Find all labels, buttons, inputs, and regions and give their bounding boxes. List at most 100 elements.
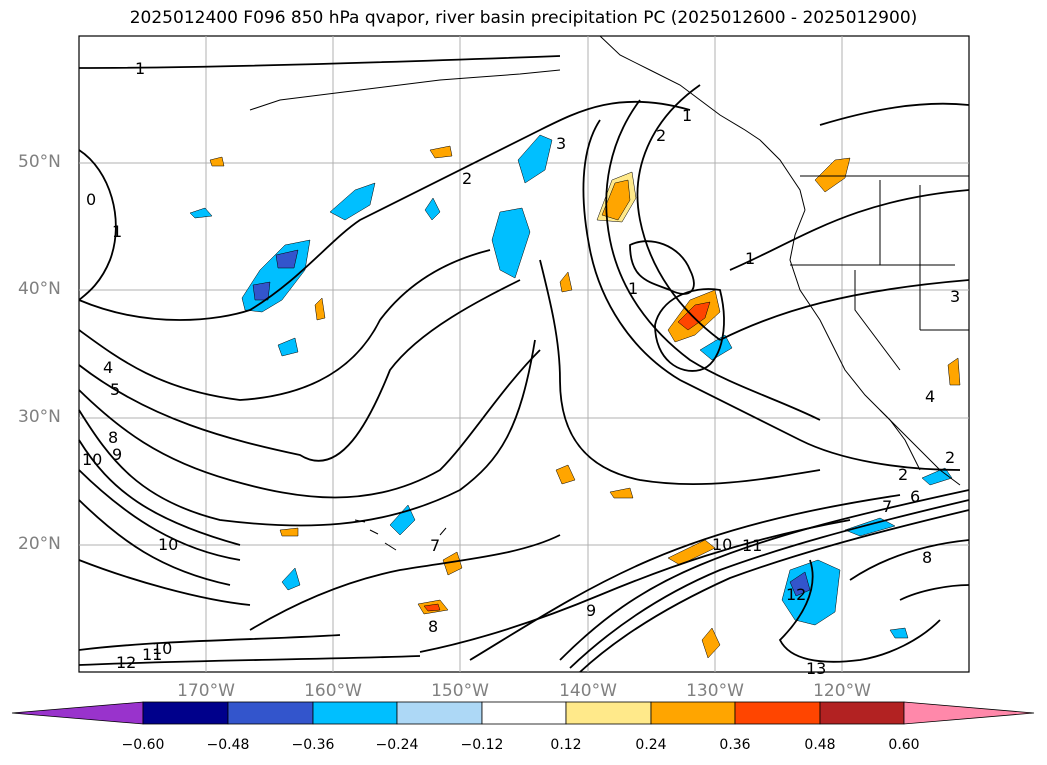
contour-line [636, 84, 721, 341]
colorbar-segment [819, 701, 905, 725]
orange-patch [559, 271, 573, 293]
contour-line [582, 119, 961, 471]
contour-label: 9 [586, 601, 596, 620]
purple-patch [275, 249, 299, 269]
lon-label: 140°W [559, 681, 617, 701]
blue-patch [189, 207, 213, 219]
colorbar-segment [312, 701, 398, 725]
contour-label: 3 [950, 287, 960, 306]
colorbar-segment [227, 701, 314, 725]
contour-line [469, 494, 901, 661]
contour-label: 6 [910, 487, 920, 506]
purple-patch [252, 281, 271, 301]
lon-label: 170°W [177, 681, 235, 701]
contour-line [778, 559, 941, 663]
lon-label: 150°W [431, 681, 489, 701]
lat-label: 30°N [18, 407, 61, 427]
orange-patch [947, 357, 961, 386]
contour-label: 8 [428, 617, 438, 636]
alaska-coast [599, 35, 806, 211]
blue-patch [699, 334, 733, 361]
contour-line [539, 259, 821, 486]
colorbar-tick-label: 0.12 [550, 737, 582, 753]
orange-patch [429, 145, 453, 159]
orange-patch [814, 157, 851, 193]
blue-patch [844, 517, 896, 537]
orange-patch [667, 539, 716, 566]
contour-line [78, 634, 341, 651]
contour-line [819, 102, 970, 126]
lat-label: 20°N [18, 534, 61, 554]
orange-patch [314, 297, 326, 321]
contour-line [569, 499, 970, 669]
contour-label: 13 [806, 659, 826, 678]
contour-label: 9 [112, 445, 122, 464]
blue-patch [889, 627, 909, 639]
colorbar-segment [734, 701, 821, 725]
purple-patch [789, 571, 811, 597]
lon-label: 120°W [813, 681, 871, 701]
blue-patch [921, 467, 953, 486]
contour-label: 2 [462, 169, 472, 188]
contour-label: 2 [898, 465, 908, 484]
orange-patch [609, 487, 634, 499]
contour-label: 1 [112, 222, 122, 241]
contour-label: 3 [556, 134, 566, 153]
blue-patch [491, 207, 531, 279]
contour-line [78, 499, 231, 586]
contour-label: 10 [158, 535, 178, 554]
qvapor-contours [78, 55, 970, 673]
contour-label: 1 [628, 279, 638, 298]
colorbar-segment [481, 701, 567, 725]
contour-line [78, 559, 251, 606]
colorbar-tick-label: −0.48 [206, 737, 250, 753]
contour-line [78, 55, 561, 69]
colorbar-tick-label: −0.24 [375, 737, 419, 753]
contour-label: 10 [82, 450, 102, 469]
blue-patch [517, 134, 553, 184]
colorbar-segment [650, 701, 736, 725]
contour-label: 11 [142, 645, 162, 664]
orange-patch [555, 464, 576, 485]
contour-line [419, 519, 851, 653]
contour-label: 8 [922, 548, 932, 567]
contour-line [249, 534, 561, 631]
contour-line [719, 279, 970, 341]
colorbar-tick-label: 0.24 [635, 737, 667, 753]
colorbar-extend-low [11, 701, 144, 725]
colorbar-tick-label: −0.36 [291, 737, 335, 753]
orange-patch [279, 527, 299, 537]
contour-label: 2 [656, 126, 666, 145]
contour-line [78, 100, 691, 321]
orange-patch [701, 627, 721, 659]
state-borders [790, 180, 969, 371]
contour-label: 4 [103, 358, 113, 377]
contour-label: 7 [430, 536, 440, 555]
contour-label: 1 [135, 59, 145, 78]
contour-label: 10 [712, 535, 732, 554]
red-patch [423, 603, 441, 612]
colorbar-segment [396, 701, 483, 725]
aleutian-islands [249, 69, 561, 111]
contour-label: 11 [742, 536, 762, 555]
contour-label: 12 [116, 653, 136, 672]
colorbar-tick-label: 0.60 [888, 737, 920, 753]
orange-patch [601, 179, 631, 221]
colorbar-extend-high [903, 701, 1035, 725]
lat-label: 40°N [18, 279, 61, 299]
contour-label: 4 [925, 387, 935, 406]
colorbar-segment [142, 701, 229, 725]
red-patch [677, 301, 711, 331]
contour-label: 2 [945, 448, 955, 467]
contour-line [849, 539, 970, 581]
contour-line [729, 189, 970, 271]
contour-line [899, 584, 970, 601]
lat-label: 50°N [18, 152, 61, 172]
contour-label: 12 [786, 585, 806, 604]
blue-patch [424, 197, 441, 221]
contour-label: 10 [152, 639, 172, 658]
lon-label: 160°W [304, 681, 362, 701]
colorbar-segment [565, 701, 652, 725]
colorbar-tick-label: −0.60 [121, 737, 165, 753]
contour-label: 0 [86, 190, 96, 209]
